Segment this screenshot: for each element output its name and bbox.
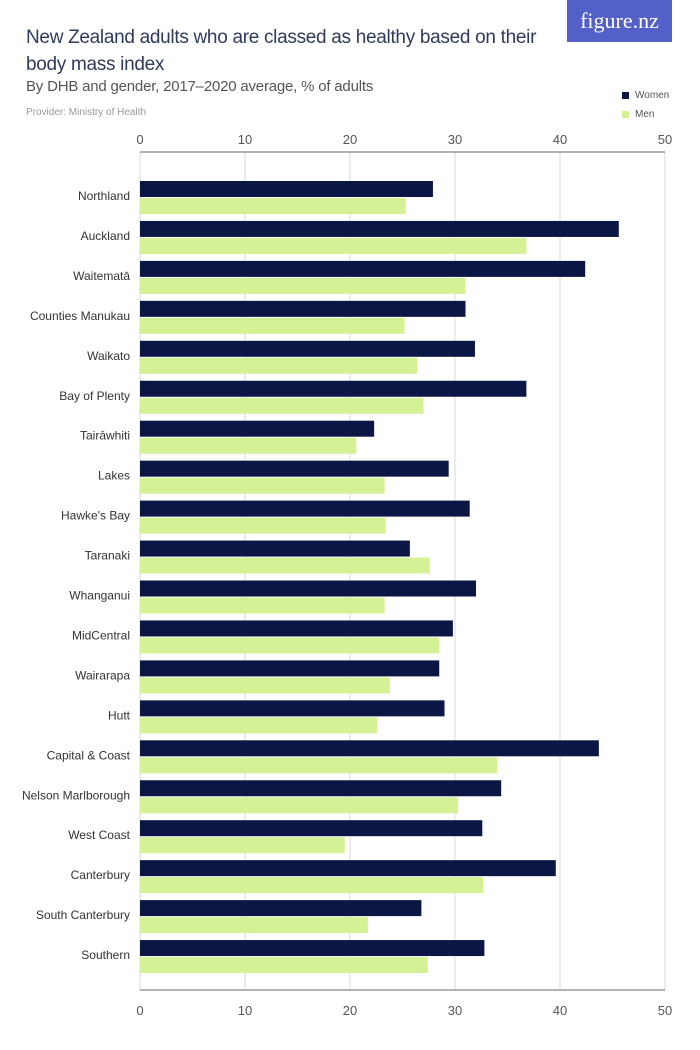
bar-men xyxy=(140,477,385,494)
category-label: Taranaki xyxy=(85,549,130,563)
bar-women xyxy=(140,420,375,437)
category-label: Bay of Plenty xyxy=(59,389,130,403)
category-label: Auckland xyxy=(81,229,130,243)
bar-men xyxy=(140,277,466,294)
category-label: Counties Manukau xyxy=(30,309,130,323)
bar-men xyxy=(140,917,368,934)
x-tick-label-top: 0 xyxy=(136,132,143,147)
x-tick-label-top: 20 xyxy=(343,132,357,147)
x-tick-label-bottom: 30 xyxy=(448,1003,462,1018)
x-tick-label-top: 40 xyxy=(553,132,567,147)
category-label: Waitematā xyxy=(73,269,130,283)
x-tick-label-bottom: 50 xyxy=(658,1003,672,1018)
category-label: Hawke's Bay xyxy=(61,509,130,523)
bar-women xyxy=(140,780,502,797)
bar-women xyxy=(140,580,476,597)
bar-women xyxy=(140,540,410,557)
bar-women xyxy=(140,940,485,957)
category-label: Waikato xyxy=(87,349,130,363)
chart-subtitle: By DHB and gender, 2017–2020 average, % … xyxy=(26,78,374,95)
x-tick-label-top: 10 xyxy=(238,132,252,147)
bar-men xyxy=(140,437,357,454)
bar-men xyxy=(140,677,390,694)
x-tick-label-top: 30 xyxy=(448,132,462,147)
legend-label-men: Men xyxy=(635,109,655,120)
bar-men xyxy=(140,397,424,414)
bar-men xyxy=(140,757,497,774)
x-tick-label-top: 50 xyxy=(658,132,672,147)
chart-title: New Zealand adults who are classed as he… xyxy=(26,27,537,75)
category-label: South Canterbury xyxy=(36,908,130,922)
bar-men xyxy=(140,357,418,374)
category-label: MidCentral xyxy=(72,628,130,642)
bar-men xyxy=(140,797,459,814)
bar-men xyxy=(140,957,428,974)
category-label: Southern xyxy=(81,948,130,962)
bar-women xyxy=(140,181,433,197)
category-label: Hutt xyxy=(108,708,131,722)
category-label: Canterbury xyxy=(71,868,130,882)
legend-label-women: Women xyxy=(635,90,670,101)
bar-women xyxy=(140,340,475,357)
bar-women xyxy=(140,700,445,717)
category-label: Nelson Marlborough xyxy=(22,788,130,802)
x-tick-label-bottom: 40 xyxy=(553,1003,567,1018)
bar-women xyxy=(140,380,527,397)
bar-women xyxy=(140,620,453,637)
legend-swatch-men xyxy=(622,111,629,118)
x-tick-label-bottom: 10 xyxy=(238,1003,252,1018)
figure-nz-logo[interactable]: figure.nz xyxy=(567,0,672,42)
bar-women xyxy=(140,260,586,277)
bar-women xyxy=(140,820,483,837)
bar-men xyxy=(140,597,385,614)
bar-women xyxy=(140,300,466,317)
legend-item-women: Women xyxy=(622,86,669,105)
x-tick-label-bottom: 0 xyxy=(136,1003,143,1018)
category-label: Capital & Coast xyxy=(47,748,131,762)
bar-women xyxy=(140,460,449,477)
bar-men xyxy=(140,317,405,334)
category-label: West Coast xyxy=(68,828,130,842)
legend-swatch-women xyxy=(622,92,629,99)
bar-women xyxy=(140,220,619,237)
bar-men xyxy=(140,837,345,854)
category-label: Whanganui xyxy=(69,589,130,603)
bar-women xyxy=(140,660,440,677)
bar-men xyxy=(140,517,386,534)
category-label: Wairarapa xyxy=(75,668,130,682)
bar-women xyxy=(140,900,422,917)
bar-men xyxy=(140,717,378,734)
x-tick-label-bottom: 20 xyxy=(343,1003,357,1018)
bar-women xyxy=(140,860,556,877)
category-label: Tairāwhiti xyxy=(80,429,130,443)
legend-item-men: Men xyxy=(622,105,669,124)
provider-text: Provider: Ministry of Health xyxy=(26,107,147,118)
bar-women xyxy=(140,500,470,517)
legend: Women Men xyxy=(622,86,669,124)
bar-men xyxy=(140,198,406,214)
bar-men xyxy=(140,637,440,654)
category-label: Lakes xyxy=(98,469,130,483)
category-label: Northland xyxy=(78,189,130,203)
bar-men xyxy=(140,237,527,254)
bar-men xyxy=(140,557,430,574)
bar-women xyxy=(140,740,599,757)
bar-men xyxy=(140,877,484,894)
